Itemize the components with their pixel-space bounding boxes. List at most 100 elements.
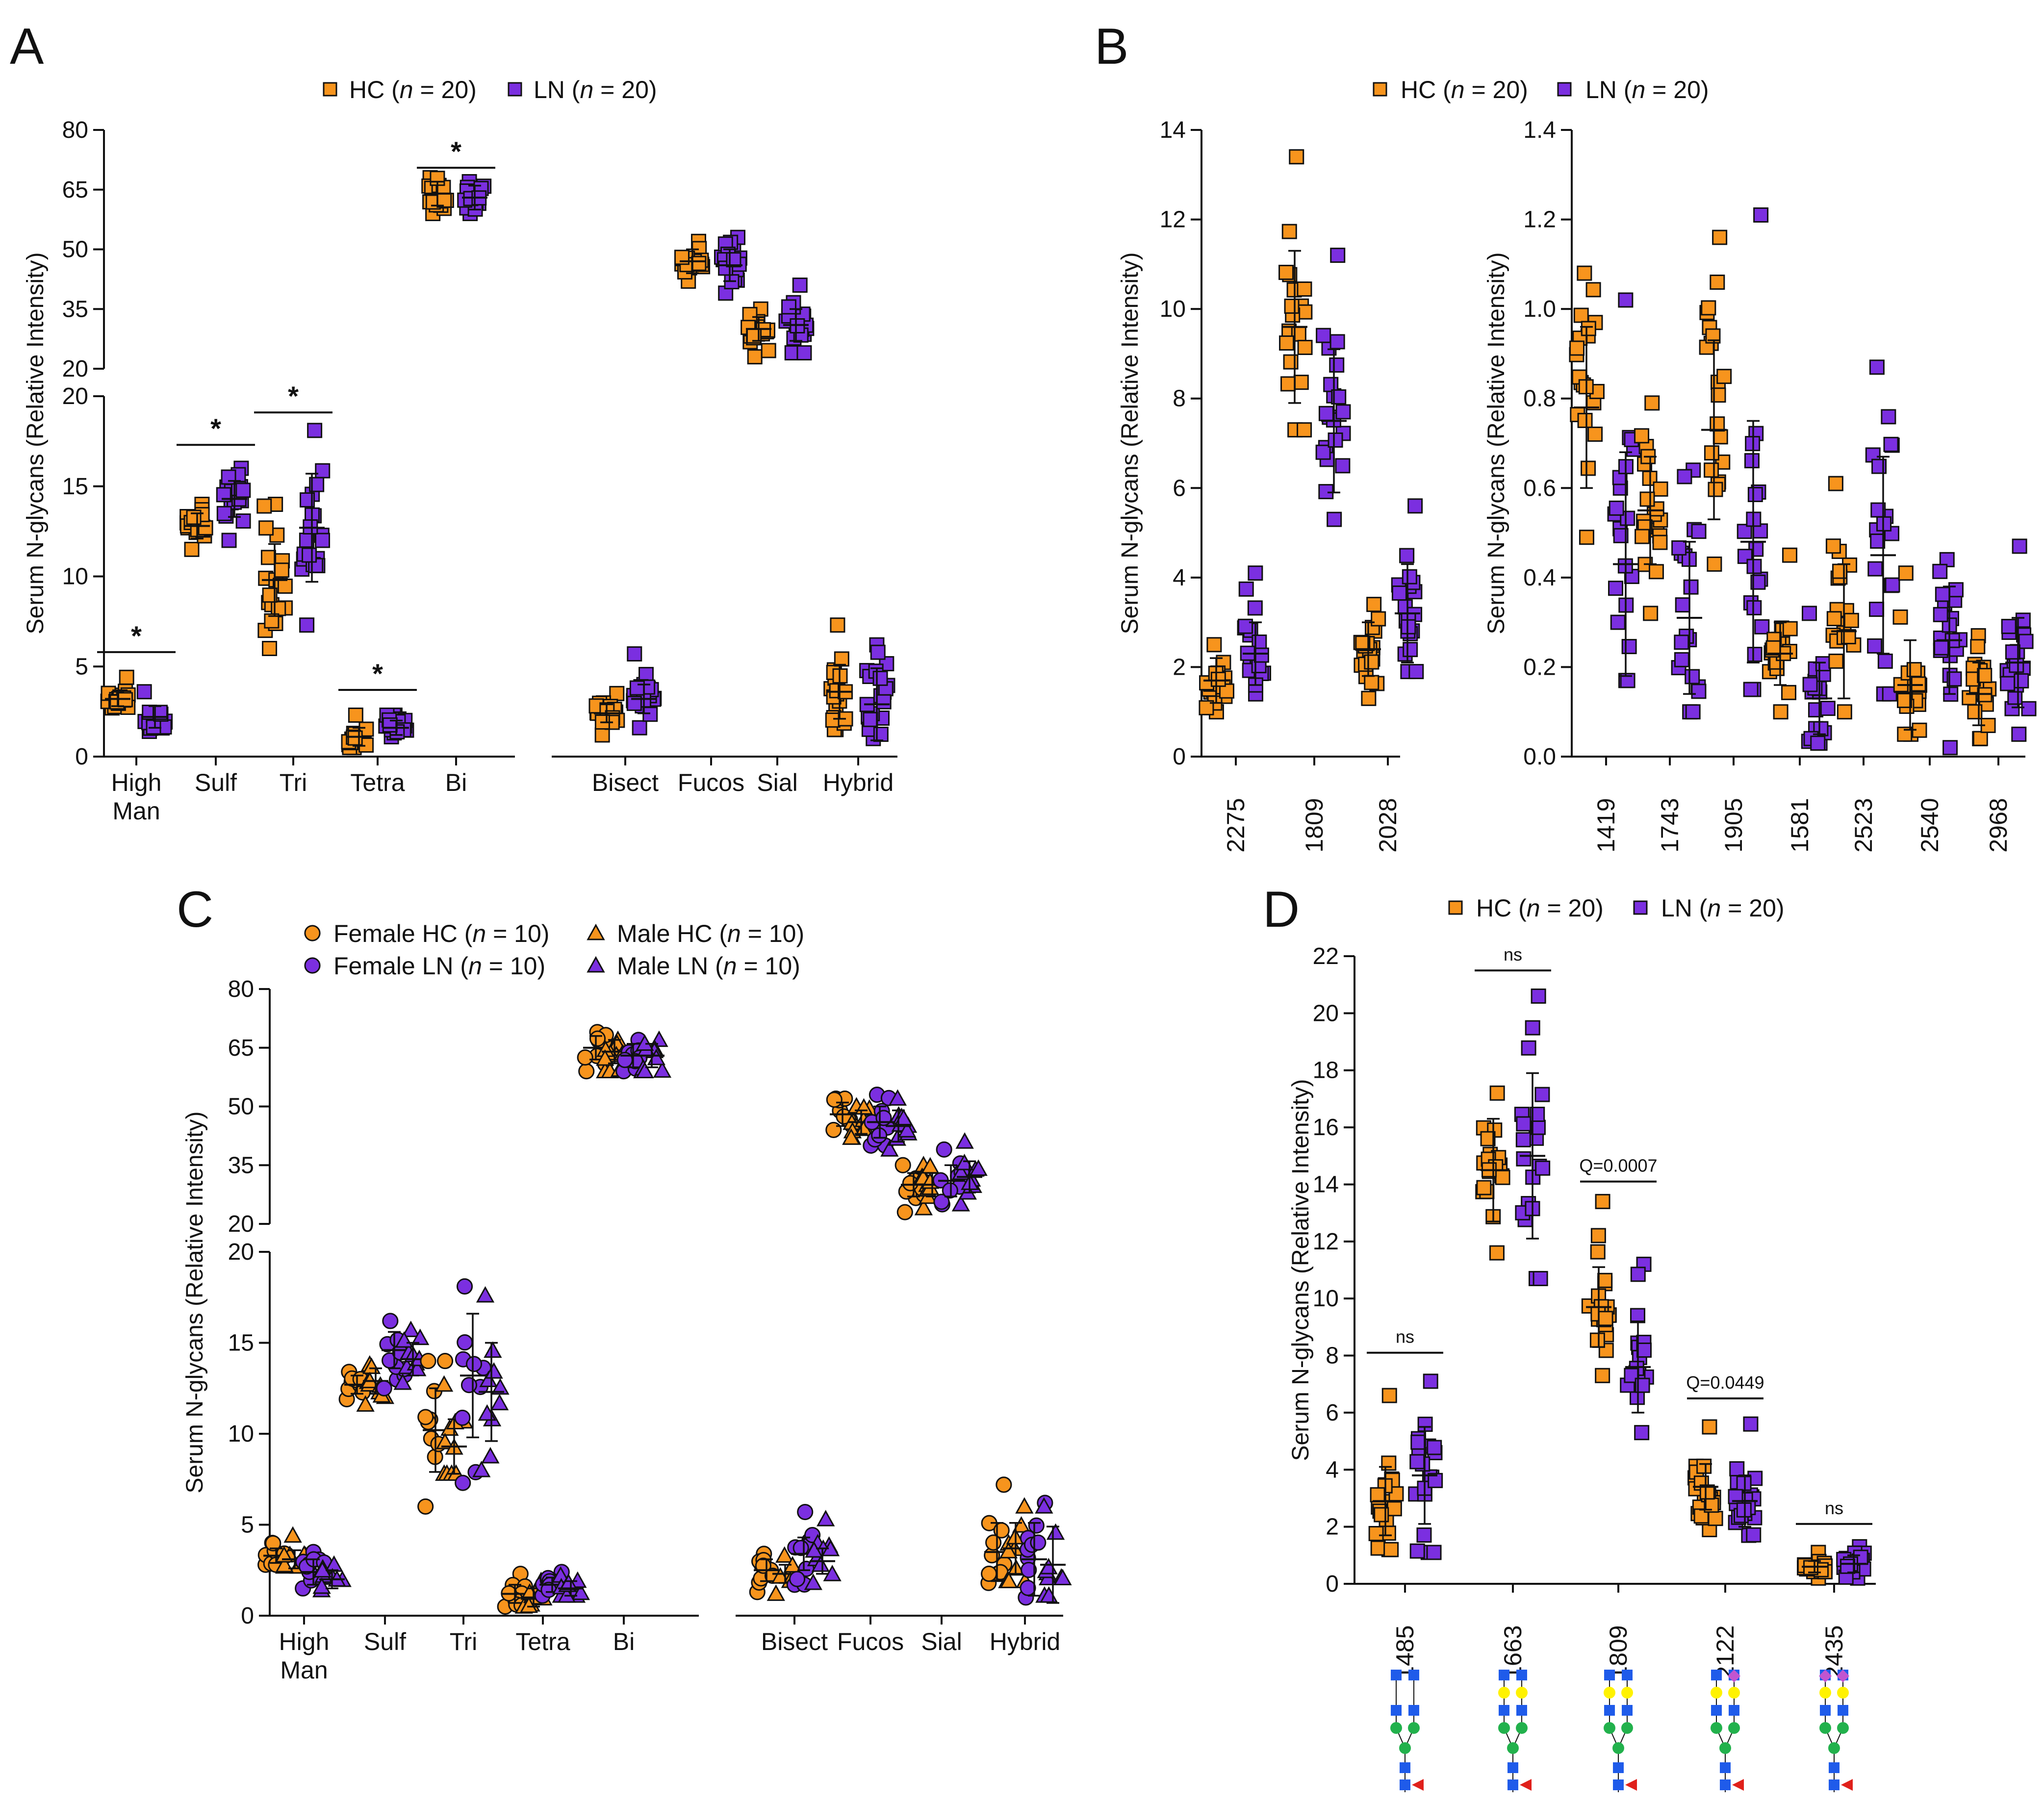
- data-point: [1590, 1228, 1606, 1244]
- data-point: [1970, 639, 1986, 655]
- data-point: [742, 306, 758, 322]
- data-point: [382, 1313, 399, 1329]
- data-point: [1898, 565, 1914, 581]
- series-2-group: [1728, 1416, 1763, 1543]
- data-point: [1283, 354, 1299, 370]
- data-point: [1238, 581, 1254, 597]
- data-point: [436, 1353, 454, 1370]
- significance-label: Q=0.0007: [1579, 1156, 1657, 1176]
- data-point: [1634, 1425, 1650, 1441]
- x-tick-label: 2968: [1985, 798, 2012, 852]
- data-point: [1253, 647, 1269, 663]
- y-tick-label: 0.0: [1523, 744, 1556, 770]
- data-point: [1053, 1569, 1072, 1586]
- data-point: [1704, 462, 1719, 478]
- data-point: [888, 1089, 907, 1106]
- data-point: [315, 533, 331, 548]
- legend-swatch-ln: [1633, 900, 1648, 915]
- series-2-group: [1607, 292, 1642, 688]
- y-tick-label: 2: [1326, 1514, 1339, 1540]
- data-point: [299, 617, 315, 633]
- series-2-group: [1671, 462, 1707, 720]
- data-point: [1587, 426, 1603, 442]
- y-tick-label: 80: [228, 976, 254, 1002]
- glcnac-icon: [1400, 1779, 1410, 1790]
- data-point: [1747, 487, 1763, 503]
- y-tick-label: 0.4: [1523, 565, 1556, 591]
- x-tick-label: 1581: [1786, 798, 1814, 852]
- data-point: [1248, 565, 1263, 581]
- data-point: [1426, 1545, 1442, 1560]
- data-point: [1702, 1419, 1717, 1435]
- y-tick-label: 1.4: [1523, 117, 1556, 143]
- data-point: [1828, 653, 1844, 669]
- galactose-icon: [1516, 1687, 1528, 1699]
- data-point: [1675, 597, 1690, 613]
- data-point: [1782, 621, 1798, 636]
- data-point: [636, 1062, 654, 1079]
- series-1-group: [1825, 476, 1862, 720]
- series-4-group: [804, 1510, 842, 1590]
- y-tick-label: 6: [1326, 1400, 1339, 1426]
- y-tick-label: 5: [241, 1512, 254, 1538]
- series-1-group: [674, 233, 711, 289]
- data-point: [265, 1535, 281, 1551]
- data-point: [1773, 704, 1788, 720]
- y-tick-label: 8: [1326, 1343, 1339, 1369]
- y-tick-label: 22: [1313, 943, 1339, 969]
- data-point: [639, 667, 654, 683]
- data-point: [1329, 334, 1345, 350]
- data-point: [1843, 612, 1859, 628]
- series-2-group: [1514, 988, 1551, 1286]
- data-point: [1977, 668, 1993, 684]
- data-point: [1674, 635, 1689, 650]
- data-point: [796, 345, 812, 361]
- series-4-group: [393, 1321, 430, 1390]
- y-tick-label: 2: [1173, 654, 1186, 680]
- data-point: [1648, 564, 1664, 580]
- data-point: [1525, 1020, 1540, 1036]
- legend-suffix: = 10): [482, 952, 545, 980]
- data-point: [1028, 1517, 1045, 1534]
- data-point: [1515, 1132, 1531, 1147]
- data-point: [1403, 642, 1418, 658]
- data-point: [1743, 1416, 1759, 1432]
- data-point: [1577, 265, 1592, 281]
- series-2-group: [1620, 1256, 1654, 1441]
- x-tick-label: Sulf: [364, 1628, 406, 1655]
- data-point: [1712, 229, 1728, 245]
- y-tick-label: 35: [62, 296, 88, 322]
- data-point: [1840, 1558, 1856, 1574]
- x-tick-label: Sulf: [195, 769, 237, 796]
- significance-label: *: [451, 136, 461, 167]
- data-point: [481, 1447, 500, 1464]
- data-point: [1598, 1343, 1614, 1358]
- data-point: [804, 1574, 822, 1590]
- galactose-icon: [1621, 1687, 1633, 1699]
- mannose-icon: [1837, 1722, 1849, 1734]
- data-point: [1877, 653, 1893, 669]
- series-1-group: [749, 1546, 781, 1600]
- data-point: [1712, 429, 1728, 445]
- data-point: [417, 1498, 434, 1515]
- fucose-icon: [1732, 1779, 1744, 1791]
- series-4-group: [312, 1555, 352, 1598]
- data-point: [1533, 1270, 1548, 1286]
- data-point: [1012, 1516, 1031, 1533]
- data-point: [876, 694, 892, 710]
- neuac-icon: [1819, 1670, 1832, 1682]
- data-point: [914, 1198, 933, 1216]
- galactose-icon: [1711, 1687, 1722, 1699]
- legend-swatch-hc: [323, 82, 337, 97]
- series-4-group: [1035, 1497, 1072, 1604]
- glcnac-icon: [1729, 1705, 1739, 1716]
- data-point: [632, 720, 647, 736]
- data-point: [271, 601, 286, 616]
- data-point: [1381, 1455, 1397, 1471]
- legend-suffix: = 20): [593, 76, 657, 103]
- data-point: [826, 1092, 843, 1108]
- data-point: [1881, 409, 1896, 425]
- data-point: [472, 1460, 491, 1477]
- glcnac-icon: [1516, 1705, 1527, 1716]
- y-tick-label: 5: [75, 654, 88, 680]
